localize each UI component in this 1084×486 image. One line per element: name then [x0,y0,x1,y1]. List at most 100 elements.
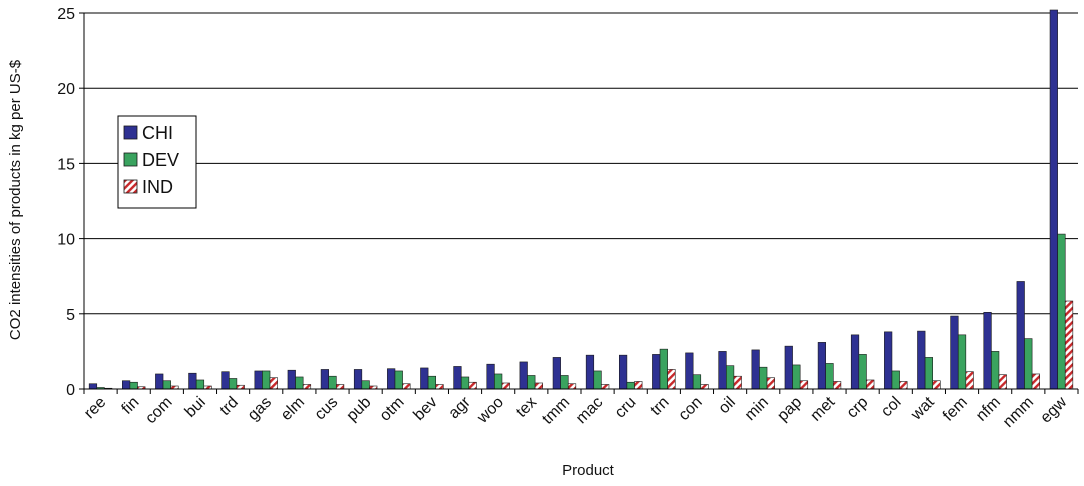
y-tick-label: 0 [66,382,75,399]
bar-dev-gas [262,370,271,390]
x-tick-label-com: com [142,394,175,427]
bar-dev-cus [328,375,337,390]
x-tick-label-otm: otm [377,394,408,425]
bar-chi-com [155,373,164,390]
bar-ind-otm [402,383,411,390]
bar-chi-pap [784,345,793,390]
x-tick-label-agr: agr [445,393,474,422]
legend: CHI DEV IND [117,115,197,209]
bar-ind-agr [468,381,477,390]
bar-ind-min [766,377,775,390]
bar-chi-trn [652,354,661,390]
bar-ind-fem [965,371,974,390]
bar-dev-met [825,363,834,390]
x-tick-label-gas: gas [245,394,275,424]
x-axis-label: Product [562,462,615,479]
bar-chi-oil [718,351,727,390]
bar-chi-con [685,352,694,390]
y-tick-label: 25 [57,6,75,23]
legend-swatch-chi [123,125,138,140]
y-axis-label: CO2 intensities of products in kg per US… [7,59,24,340]
x-tick-label-tex: tex [513,394,540,421]
bar-chi-met [817,342,826,390]
x-tick-label-nfm: nfm [973,394,1004,425]
bar-ind-tex [534,382,543,390]
bar-chi-crp [850,334,860,390]
bar-chi-mac [585,354,595,390]
bar-chi-bui [188,372,197,390]
bar-chi-nfm [983,311,992,390]
bar-dev-nmm [1024,338,1033,390]
bar-dev-oil [725,365,735,390]
bar-chi-tex [519,361,528,390]
bar-chi-fem [950,315,959,390]
bar-dev-fin [129,381,138,390]
legend-label-ind: IND [142,177,173,197]
bar-dev-egw [1057,233,1066,390]
bar-chi-gas [254,370,263,390]
bar-ind-trn [667,369,676,390]
bar-ind-cus [335,384,345,390]
bar-dev-crp [858,354,867,390]
bar-ind-trd [236,384,245,390]
x-tick-label-egw: egw [1037,393,1070,426]
bar-ind-mac [601,384,610,390]
legend-label-chi: CHI [142,123,173,143]
y-tick-label: 5 [66,307,75,324]
bar-chi-wat [917,330,926,390]
legend-swatch-dev [123,152,138,167]
bar-dev-pap [792,364,801,390]
x-tick-label-pub: pub [344,394,375,425]
bar-dev-woo [494,373,503,390]
bar-chi-cus [320,369,330,390]
bar-dev-otm [394,370,403,390]
bar-dev-agr [460,376,470,390]
bar-ind-crp [866,379,875,390]
bar-ind-egw [1064,300,1074,390]
bar-ind-pap [799,380,809,390]
bar-chi-min [751,349,760,390]
x-tick-label-trd: trd [217,394,242,419]
bar-chi-bev [420,367,429,390]
bar-dev-bev [427,375,437,390]
x-tick-label-pap: pap [774,394,805,425]
bar-dev-nfm [991,351,1000,390]
x-tick-label-nmm: nmm [1000,394,1037,431]
bar-dev-elm [295,376,304,390]
bar-ind-bev [435,384,444,390]
bar-chi-egw [1049,9,1058,390]
x-tick-label-tmm: tmm [539,394,573,428]
bar-ind-nfm [998,374,1007,390]
x-tick-label-met: met [807,393,838,424]
legend-swatch-ind [123,179,138,194]
bar-chi-fin [122,380,131,390]
bar-dev-mac [593,370,602,390]
bar-dev-tex [527,375,536,390]
bar-chi-cru [618,354,628,390]
x-tick-label-bui: bui [182,394,209,421]
x-tick-label-elm: elm [278,394,308,424]
y-tick-label: 20 [57,81,75,98]
bar-chi-otm [387,368,396,390]
bar-chi-col [884,331,893,390]
x-tick-label-col: col [878,394,904,420]
x-tick-label-cus: cus [312,394,342,424]
x-tick-label-fem: fem [940,394,971,425]
bar-ind-met [832,381,842,390]
bar-chi-agr [453,366,462,390]
bar-dev-col [891,370,900,390]
bar-ind-con [700,384,709,390]
x-tick-label-trn: trn [647,394,672,419]
bar-dev-cru [626,381,635,390]
x-tick-label-crp: crp [844,394,872,422]
x-tick-label-min: min [742,394,772,424]
bar-chi-tmm [552,357,561,390]
bar-chi-ree [88,383,98,390]
bar-chi-elm [287,369,296,390]
bar-ind-nmm [1031,373,1040,390]
bar-dev-trn [659,348,668,390]
bars-layer [88,9,1074,390]
grid-layer [84,12,1078,315]
bar-chi-woo [486,363,495,390]
